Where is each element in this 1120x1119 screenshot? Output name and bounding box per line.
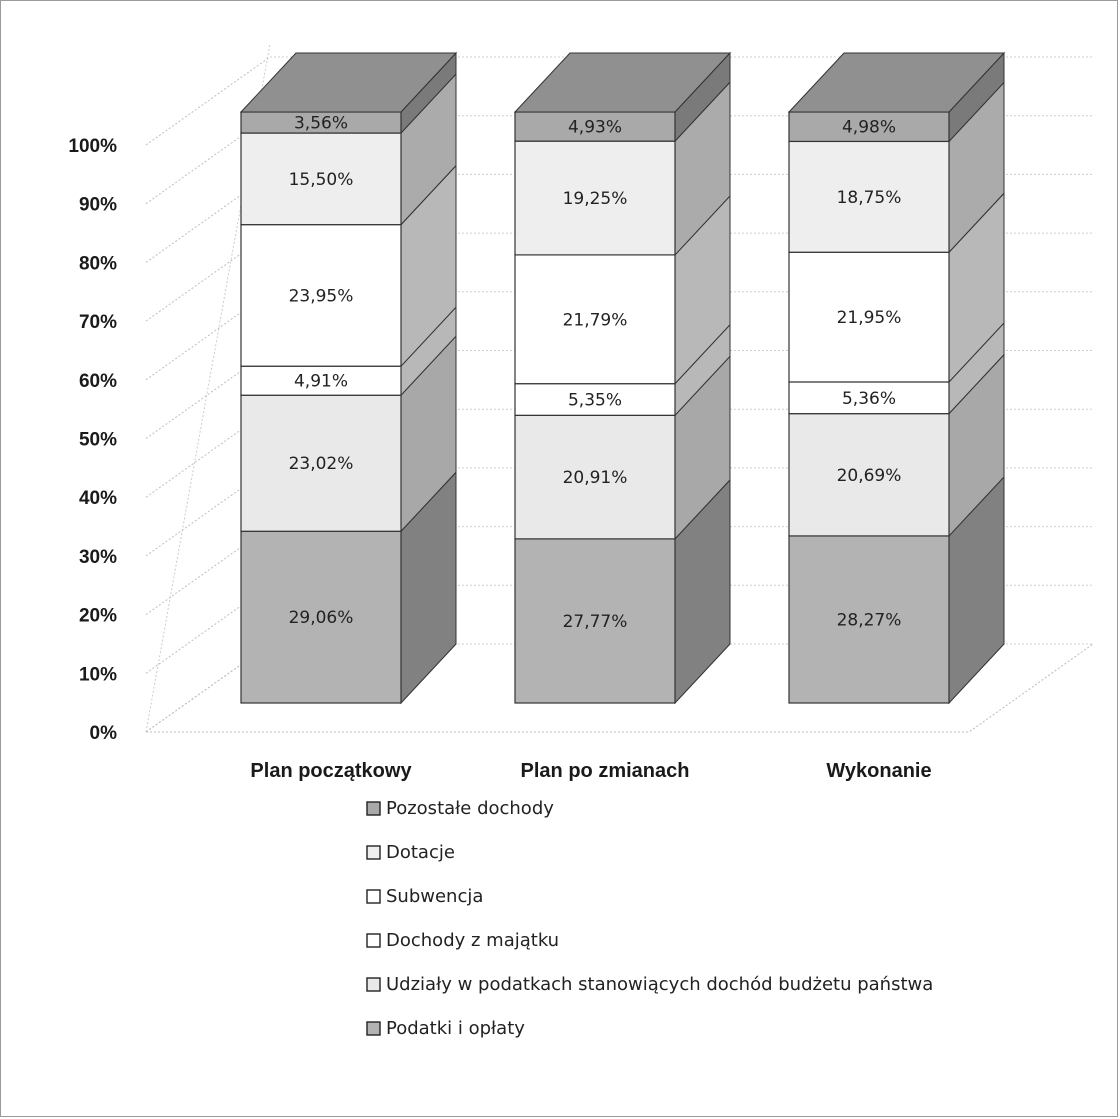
legend-item: Dotacje [366, 842, 455, 863]
bar-3: 28,27% 20,69% 5,36% 21,95% 18,75% 4,98% [787, 51, 1006, 705]
data-label: 18,75% [837, 188, 902, 208]
bar-top [239, 52, 458, 113]
bar-segment [514, 111, 676, 142]
legend-label: Udziały w podatkach stanowiących dochód … [386, 974, 933, 995]
legend-label: Subwencja [386, 886, 483, 907]
data-label: 28,27% [837, 610, 902, 630]
data-label: 20,91% [563, 468, 628, 488]
gridline-diagonal [145, 232, 271, 322]
legend: Pozostałe dochody Dotacje Subwencja Dochody… [366, 798, 933, 1039]
bar-segment [240, 224, 402, 367]
y-tick-label: 70% [79, 312, 117, 333]
legend-label: Dotacje [386, 842, 455, 863]
data-label: 20,69% [837, 466, 902, 486]
bar-2: 27,77% 20,91% 5,35% 21,79% 19,25% 4,93% [513, 51, 732, 705]
bar-segment [788, 381, 950, 415]
x-category-label: Plan po zmianach [521, 760, 690, 782]
legend-swatch [366, 801, 381, 816]
y-tick-label: 100% [68, 136, 117, 157]
gridline-diagonal [145, 526, 271, 616]
bar-segment [788, 413, 950, 537]
bar-segment [788, 251, 950, 383]
y-tick-label: 90% [79, 195, 117, 216]
legend-swatch [366, 1021, 381, 1036]
y-tick-label: 50% [79, 430, 117, 451]
data-label: 4,98% [842, 118, 896, 138]
bar-segment [788, 140, 950, 253]
bar-segment [240, 365, 402, 396]
legend-label: Dochody z majątku [386, 930, 559, 951]
data-label: 21,79% [563, 310, 628, 330]
gridline-diagonal [145, 350, 271, 439]
legend-label: Pozostałe dochody [386, 798, 554, 819]
legend-label: Podatki i opłaty [386, 1018, 525, 1039]
data-label: 23,95% [289, 286, 354, 306]
legend-item: Pozostałe dochody [366, 798, 554, 819]
bar-segment [514, 538, 676, 704]
gridline-diagonal [145, 467, 271, 557]
data-label: 27,77% [563, 612, 628, 632]
legend-swatch [366, 933, 381, 948]
y-tick-label: 80% [79, 253, 117, 274]
side-wall-edge [145, 43, 271, 733]
legend-item: Podatki i opłaty [366, 1018, 525, 1039]
bar-segment [514, 254, 676, 385]
data-label: 3,56% [294, 114, 348, 134]
data-label: 23,02% [289, 454, 354, 474]
data-label: 21,95% [837, 308, 902, 328]
x-category-label: Wykonanie [826, 760, 931, 782]
data-label: 4,93% [568, 118, 622, 138]
data-label: 5,35% [568, 390, 622, 410]
x-axis-categories: Plan początkowy Plan po zmianach Wykonanie [250, 760, 931, 782]
gridline-diagonal [145, 643, 271, 733]
y-tick-label: 20% [79, 606, 117, 627]
gridline-diagonal [145, 291, 271, 381]
gridline-diagonal [145, 56, 271, 146]
bar-segment [788, 111, 950, 143]
gridline-diagonal [145, 408, 271, 498]
y-tick-label: 40% [79, 488, 117, 509]
legend-swatch [366, 889, 381, 904]
data-label: 5,36% [842, 389, 896, 409]
bar-segment [514, 414, 676, 540]
data-label: 19,25% [563, 189, 628, 209]
legend-item: Subwencja [366, 886, 483, 907]
data-label: 4,91% [294, 372, 348, 392]
x-category-label: Plan początkowy [250, 760, 412, 782]
y-tick-label: 60% [79, 371, 117, 392]
bar-segment [240, 132, 402, 226]
bar-1: 29,06% 23,02% 4,91% 23,95% 15,50% 3,56% [239, 51, 458, 705]
bar-segment [240, 530, 402, 704]
bar-segment [788, 535, 950, 704]
gridline-diagonal [145, 584, 271, 674]
data-label: 29,06% [289, 608, 354, 628]
legend-swatch [366, 977, 381, 992]
y-tick-label: 30% [79, 547, 117, 568]
y-tick-label: 10% [79, 664, 117, 685]
gridline-diagonal [145, 173, 271, 263]
bar-segment [240, 394, 402, 532]
data-label: 15,50% [289, 170, 354, 190]
legend-item: Udziały w podatkach stanowiących dochód … [366, 974, 933, 995]
legend-swatch [366, 845, 381, 860]
legend-item: Dochody z majątku [366, 930, 559, 951]
y-tick-label: 0% [90, 723, 118, 744]
gridline-diagonal [145, 115, 271, 205]
bar-segment [514, 383, 676, 416]
bar-top [787, 52, 1006, 113]
bars: 29,06% 23,02% 4,91% 23,95% 15,50% 3,56% 27,77%… [239, 51, 1006, 705]
bar-top [513, 52, 732, 113]
y-axis-ticks: 0% 10% 20% 30% 40% 50% 60% 70% 80% 90% 100% [68, 136, 117, 744]
